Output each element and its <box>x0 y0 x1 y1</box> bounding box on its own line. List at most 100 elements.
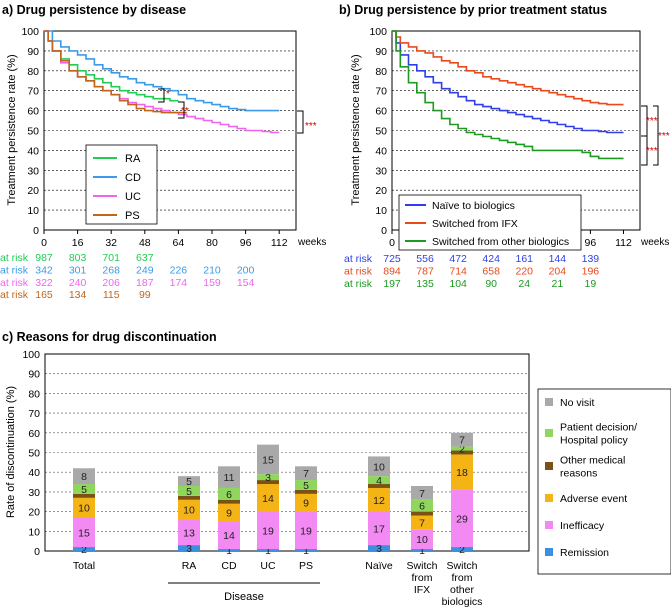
bar-value-label: 8 <box>81 471 87 483</box>
legend-label-cd: CD <box>125 172 141 184</box>
panel-c-gridlines <box>45 373 529 532</box>
legend-label-uc: UC <box>125 191 141 203</box>
bar-value-label: 1 <box>303 545 309 557</box>
bar-stack-ra: 3 13 10 55 <box>178 476 200 555</box>
legend-label-adverse-event: Adverse event <box>560 493 627 505</box>
bar-stack-cd: 1 14 9 6 11 <box>218 466 240 557</box>
bar-stack-total: 2 15 10 58 <box>73 468 95 556</box>
bar-value-label: 3 <box>376 543 382 555</box>
bar-value-label: 2 <box>459 444 465 456</box>
at-risk-value: 99 <box>139 289 151 301</box>
sig-bracket-ra-cd <box>158 88 165 103</box>
at-risk-value: 197 <box>383 278 401 290</box>
y-tick-label: 100 <box>21 26 39 38</box>
at-risk-value: 19 <box>585 278 597 290</box>
bar-value-label: 10 <box>183 505 195 517</box>
at-risk-value: 714 <box>449 265 467 277</box>
category-label: from <box>412 572 433 584</box>
panel-a-significance: * ** *** <box>158 88 317 134</box>
bar-segment-patient-decision-hospital-policy <box>368 476 390 485</box>
bar-value-label: 10 <box>373 461 385 473</box>
bar-segment-inefficacy <box>257 511 279 550</box>
at-risk-value: 21 <box>551 278 563 290</box>
category-label: RA <box>182 560 197 572</box>
at-risk-value: 725 <box>383 253 401 265</box>
bar-value-label: 11 <box>224 472 235 484</box>
x-tick-label: 96 <box>585 237 597 249</box>
panel-a-legend-box <box>85 144 158 225</box>
at-risk-value: 210 <box>203 264 221 276</box>
bar-value-label: 5 <box>186 486 192 498</box>
y-tick-label: 80 <box>27 66 39 78</box>
bar-segment-no-visit <box>451 432 473 447</box>
panel-b-title: b) Drug persistence by prior treatment s… <box>339 3 607 17</box>
bar-segment-other-medical-reasons <box>73 493 95 498</box>
y-tick-label: 10 <box>27 205 39 217</box>
bar-value-label: 1 <box>265 545 271 557</box>
bar-segment-no-visit <box>218 466 240 488</box>
x-tick-label: 96 <box>240 237 252 249</box>
panel-b-y-axis-label: Treatment persistence rate (%) <box>350 54 362 205</box>
legend-label-remission: Remission <box>560 547 609 559</box>
y-tick-label: 40 <box>28 467 40 479</box>
bar-segment-adverse-event <box>178 499 200 520</box>
category-label: from <box>452 572 473 584</box>
bar-stack-uc: 1 19 14 3 15 <box>257 444 279 557</box>
bar-segment-patient-decision-hospital-policy <box>178 485 200 496</box>
x-tick-label: 0 <box>41 237 47 249</box>
bar-segment-adverse-event <box>218 503 240 522</box>
bar-segment-remission <box>218 549 240 551</box>
bar-segment-other-medical-reasons <box>411 511 433 516</box>
bar-segment-patient-decision-hospital-policy <box>73 484 95 494</box>
legend-label-ps: PS <box>125 210 140 222</box>
bar-value-label: 15 <box>78 527 90 539</box>
bar-value-label: 15 <box>262 454 274 466</box>
bar-value-label: 7 <box>459 435 465 447</box>
bar-value-label: 17 <box>373 523 385 535</box>
bar-segment-inefficacy <box>368 511 390 546</box>
bar-value-label: 29 <box>456 513 468 525</box>
y-tick-label: 60 <box>375 106 387 118</box>
y-tick-label: 70 <box>28 408 40 420</box>
y-tick-label: 70 <box>375 86 387 98</box>
at-risk-value: 268 <box>102 264 120 276</box>
y-tick-label: 0 <box>381 225 387 237</box>
bar-segment-no-visit <box>178 476 200 486</box>
y-tick-label: 80 <box>28 388 40 400</box>
bar-value-label: 4 <box>376 475 382 487</box>
y-tick-label: 100 <box>369 26 387 38</box>
at-risk-value: 894 <box>383 265 401 277</box>
y-tick-label: 60 <box>28 428 40 440</box>
panel-a-x-axis-label: weeks <box>297 237 326 248</box>
x-tick-label: 48 <box>139 237 151 249</box>
bar-segment-inefficacy <box>73 517 95 548</box>
panel-c: c) Reasons for drug discontinuation 0102… <box>2 330 671 608</box>
x-tick-label: 0 <box>389 237 395 249</box>
series-line-na-ve-to-biologics <box>392 30 624 134</box>
at-risk-value: 139 <box>582 253 600 265</box>
y-tick-label: 30 <box>28 487 40 499</box>
y-tick-label: 90 <box>375 46 387 58</box>
legend-label-other: Switched from other biologics <box>432 236 569 248</box>
y-tick-label: 70 <box>27 86 39 98</box>
sig-bracket-ifx-other <box>653 105 659 166</box>
x-tick-label: 16 <box>72 237 84 249</box>
at-risk-label: at risk <box>344 278 373 290</box>
at-risk-value: 342 <box>35 264 53 276</box>
at-risk-value: 115 <box>103 289 120 301</box>
x-tick-label: 32 <box>105 237 117 249</box>
category-label: Total <box>73 560 95 572</box>
bar-segment-adverse-event <box>451 454 473 490</box>
panel-a-series-lines <box>44 30 280 134</box>
bar-value-label: 18 <box>456 467 468 479</box>
bar-segment-remission <box>411 549 433 551</box>
at-risk-value: 240 <box>69 277 87 289</box>
y-tick-label: 50 <box>28 448 40 460</box>
legend-label-patient-decision-hospital-policy: Hospital policy <box>560 435 628 447</box>
at-risk-value: 154 <box>237 277 255 289</box>
category-label: Switch <box>407 560 438 572</box>
panel-a-title: a) Drug persistence by disease <box>2 3 186 17</box>
bar-value-label: 10 <box>78 503 90 515</box>
